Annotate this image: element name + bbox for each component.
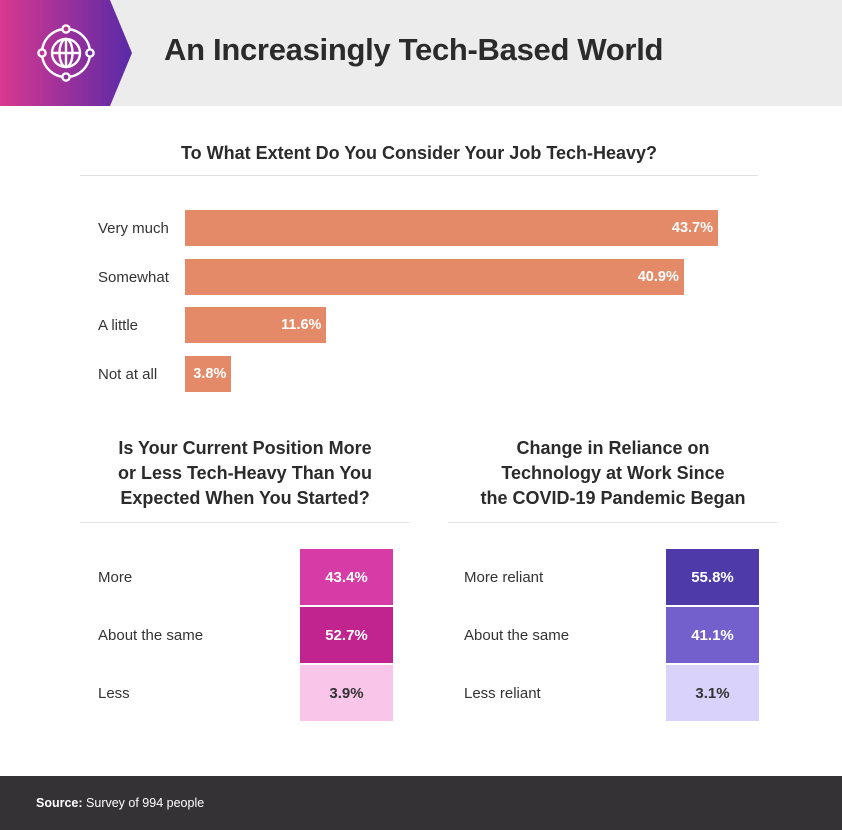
- expectation-title-line: Expected When You Started?: [120, 488, 370, 508]
- table-value-cell: 55.8%: [666, 549, 759, 605]
- bar: 11.6%: [185, 307, 327, 343]
- bar-label: Very much: [98, 220, 169, 237]
- bar-chart-title: To What Extent Do You Consider Your Job …: [180, 143, 658, 163]
- bar-chart-divider: [80, 175, 758, 176]
- bar-value-label: 43.7%: [671, 220, 713, 236]
- table-row-label: More reliant: [464, 569, 544, 586]
- reliance-title-line: the COVID-19 Pandemic Began: [480, 488, 746, 508]
- footer: Source: Survey of 994 people: [0, 776, 842, 830]
- bar-label: Somewhat: [98, 268, 169, 286]
- bar-label: Not at all: [98, 365, 158, 383]
- source-text: Survey of 994 people: [86, 796, 205, 810]
- expectation-title: Is Your Current Position More or Less Te…: [80, 436, 410, 511]
- source-note: Source: Survey of 994 people: [36, 796, 204, 810]
- table-row-label: About the same: [98, 627, 204, 644]
- reliance-title: Change in Reliance on Technology at Work…: [448, 436, 778, 511]
- source-label: Source:: [36, 796, 83, 810]
- bar-label: A little: [98, 317, 139, 334]
- bar: 3.8%: [185, 355, 232, 392]
- table-row-label: Less: [98, 685, 130, 702]
- reliance-divider: [448, 522, 778, 523]
- reliance-title-line: Technology at Work Since: [501, 463, 725, 483]
- expectation-title-line: or Less Tech-Heavy Than You: [117, 463, 373, 483]
- bar: 43.7%: [185, 210, 718, 246]
- bar-value-label: 11.6%: [281, 317, 322, 333]
- header-badge: [0, 0, 132, 106]
- reliance-title-line: Change in Reliance on: [516, 438, 710, 458]
- expectation-title-line: Is Your Current Position More: [118, 438, 372, 458]
- bar: 40.9%: [185, 258, 684, 295]
- bar-value-label: 3.8%: [193, 365, 227, 382]
- table-row-label: Less reliant: [464, 685, 541, 702]
- table-value-cell: 3.1%: [666, 665, 759, 721]
- bar-value-label: 40.9%: [637, 268, 679, 285]
- globe-network-icon: [37, 24, 95, 82]
- table-row-label: More: [98, 569, 133, 586]
- table-value-cell: 43.4%: [300, 549, 393, 605]
- table-row-label: About the same: [464, 627, 570, 644]
- table-value-cell: 41.1%: [666, 607, 759, 663]
- expectation-divider: [80, 522, 410, 523]
- table-value-cell: 52.7%: [300, 607, 393, 663]
- table-value-cell: 3.9%: [300, 665, 393, 721]
- header-banner: An Increasingly Tech-Based World: [0, 0, 842, 106]
- page-title: An Increasingly Tech-Based World: [164, 32, 664, 67]
